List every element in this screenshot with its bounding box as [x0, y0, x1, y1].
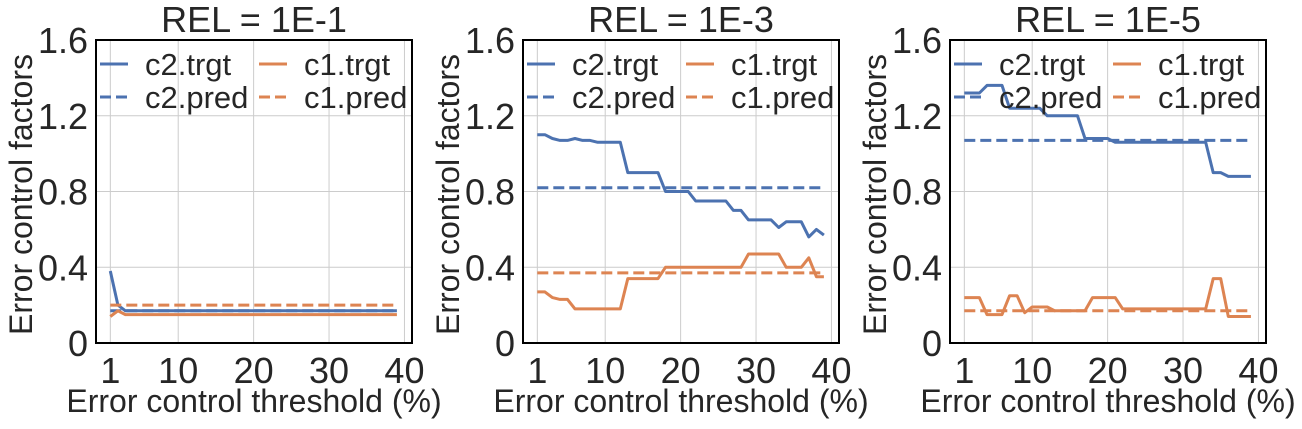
x-tick-label: 20 [661, 350, 701, 391]
x-tick-label: 1 [527, 350, 547, 391]
legend-label: c2.pred [999, 80, 1102, 115]
x-axis-label: Error control threshold (%) [66, 383, 441, 419]
x-tick-label: 40 [811, 350, 851, 391]
x-axis-label: Error control threshold (%) [493, 383, 868, 419]
y-tick-label: 1.6 [892, 20, 942, 61]
legend-label: c1.pred [304, 80, 407, 115]
x-tick-label: 40 [1238, 350, 1278, 391]
series-line-c2-trgt [537, 133, 825, 239]
y-tick-label: 0 [495, 323, 515, 364]
y-tick-label: 1.2 [892, 96, 942, 137]
series-line-c1-trgt [964, 277, 1251, 318]
x-axis-label: Error control threshold (%) [920, 383, 1295, 419]
y-tick-label: 0.8 [38, 172, 88, 213]
y-axis-label: Error control factors [3, 54, 39, 335]
y-tick-label: 0.8 [892, 172, 942, 213]
legend-label: c2.trgt [572, 47, 659, 82]
y-tick-label: 0 [68, 323, 88, 364]
y-tick-label: 1.6 [465, 20, 515, 61]
legend-label: c2.pred [145, 80, 248, 115]
chart-title: REL = 1E-5 [1015, 0, 1201, 40]
x-tick-label: 30 [1163, 350, 1203, 391]
series-line-c1-trgt [537, 252, 824, 311]
legend-label: c2.trgt [999, 47, 1086, 82]
y-tick-label: 0.4 [38, 247, 88, 288]
legend-label: c1.pred [1158, 80, 1261, 115]
x-tick-label: 30 [309, 350, 349, 391]
y-axis-label: Error control factors [430, 54, 466, 335]
y-tick-label: 0.4 [465, 247, 515, 288]
legend-label: c1.pred [731, 80, 834, 115]
series-line-c1-trgt [109, 309, 397, 318]
y-tick-label: 1.6 [38, 20, 88, 61]
y-tick-label: 1.2 [38, 96, 88, 137]
legend-label: c1.trgt [731, 47, 818, 82]
legend-label: c1.trgt [304, 47, 391, 82]
legend-label: c1.trgt [1158, 47, 1245, 82]
plot-frame [522, 39, 840, 344]
x-tick-label: 10 [158, 350, 198, 391]
x-tick-label: 1 [954, 350, 974, 391]
x-tick-label: 10 [1012, 350, 1052, 391]
x-tick-label: 20 [234, 350, 274, 391]
y-tick-label: 0 [922, 323, 942, 364]
y-axis-label: Error control factors [857, 54, 893, 335]
plot-frame [95, 39, 413, 344]
legend-label: c2.trgt [145, 47, 232, 82]
x-tick-label: 1 [100, 350, 120, 391]
plot-frame [949, 39, 1267, 344]
y-tick-label: 1.2 [465, 96, 515, 137]
x-tick-label: 10 [585, 350, 625, 391]
legend-label: c2.pred [572, 80, 675, 115]
chart-title: REL = 1E-1 [161, 0, 347, 40]
chart-title: REL = 1E-3 [588, 0, 774, 40]
series-line-c2-trgt [964, 83, 1251, 178]
y-tick-label: 0.4 [892, 247, 942, 288]
y-tick-label: 0.8 [465, 172, 515, 213]
x-tick-label: 20 [1088, 350, 1128, 391]
x-tick-label: 30 [736, 350, 776, 391]
x-tick-label: 40 [384, 350, 424, 391]
